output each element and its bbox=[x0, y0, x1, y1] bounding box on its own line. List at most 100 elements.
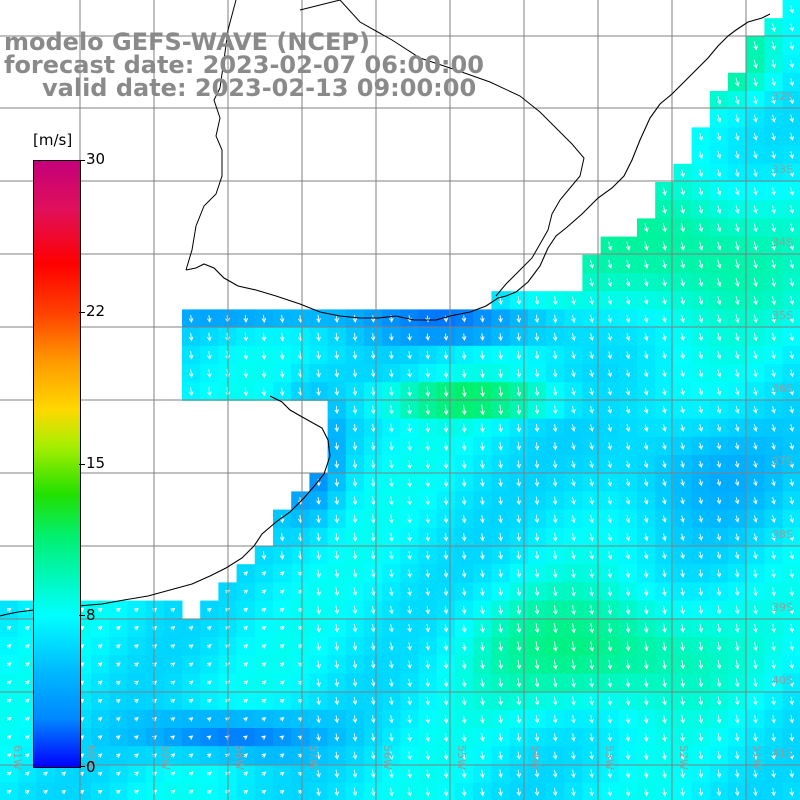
wind-arrow bbox=[789, 259, 795, 269]
wind-arrow bbox=[662, 659, 667, 670]
wind-arrow bbox=[789, 678, 795, 688]
wind-arrow bbox=[279, 789, 285, 795]
wind-arrow bbox=[698, 659, 704, 670]
wind-arrow bbox=[389, 405, 394, 415]
wind-arrow bbox=[607, 387, 613, 396]
wind-arrow bbox=[771, 169, 776, 178]
wind-arrow bbox=[534, 314, 540, 324]
wind-arrow bbox=[480, 769, 485, 779]
wind-arrow bbox=[734, 205, 740, 214]
wind-arrow bbox=[389, 624, 394, 633]
wind-arrow bbox=[443, 350, 449, 360]
wind-arrow bbox=[789, 660, 795, 670]
wind-arrow bbox=[334, 442, 340, 451]
wind-arrow bbox=[607, 733, 613, 742]
wind-arrow bbox=[207, 680, 212, 685]
wind-arrow bbox=[734, 132, 740, 141]
wind-arrow bbox=[407, 478, 412, 488]
wind-arrow bbox=[370, 333, 376, 342]
wind-arrow bbox=[115, 735, 121, 740]
wind-arrow bbox=[316, 623, 321, 633]
wind-arrow bbox=[407, 696, 412, 706]
wind-arrow bbox=[734, 605, 740, 615]
wind-arrow bbox=[571, 333, 576, 341]
wind-arrow bbox=[771, 460, 776, 469]
wind-arrow bbox=[571, 514, 576, 524]
wind-arrow bbox=[6, 680, 12, 685]
wind-arrow bbox=[552, 387, 558, 397]
wind-arrow bbox=[352, 550, 358, 561]
wind-arrow bbox=[6, 771, 12, 776]
wind-arrow bbox=[552, 314, 558, 324]
wind-arrow bbox=[480, 787, 485, 797]
wind-arrow bbox=[480, 315, 485, 323]
wind-arrow bbox=[753, 733, 758, 742]
wind-arrow bbox=[443, 333, 449, 341]
wind-arrow bbox=[516, 478, 522, 487]
wind-arrow bbox=[662, 478, 667, 487]
wind-arrow bbox=[789, 642, 795, 651]
wind-arrow bbox=[443, 514, 449, 524]
wind-arrow bbox=[389, 769, 394, 779]
wind-arrow bbox=[734, 151, 740, 160]
wind-arrow bbox=[716, 515, 722, 523]
wind-arrow bbox=[698, 551, 703, 560]
wind-arrow bbox=[261, 368, 267, 379]
wind-arrow bbox=[188, 771, 194, 776]
wind-arrow bbox=[734, 114, 740, 123]
wind-arrow bbox=[589, 278, 594, 287]
wind-arrow bbox=[425, 478, 431, 488]
wind-arrow bbox=[662, 641, 667, 652]
wind-arrow bbox=[389, 551, 394, 561]
wind-arrow bbox=[698, 223, 704, 233]
wind-arrow bbox=[716, 769, 722, 779]
wind-arrow bbox=[279, 551, 285, 560]
wind-vector-field bbox=[6, 5, 795, 797]
wind-arrow bbox=[25, 716, 30, 722]
wind-arrow bbox=[753, 277, 758, 288]
wind-arrow bbox=[753, 424, 758, 432]
wind-arrow bbox=[571, 405, 576, 414]
wind-arrow bbox=[735, 223, 740, 233]
wind-arrow bbox=[625, 733, 631, 742]
wind-arrow bbox=[316, 678, 321, 688]
wind-arrow bbox=[498, 333, 503, 342]
wind-arrow bbox=[735, 259, 740, 269]
wind-arrow bbox=[680, 587, 685, 597]
wind-arrow bbox=[207, 350, 212, 360]
wind-arrow bbox=[316, 497, 321, 505]
wind-arrow bbox=[407, 551, 412, 560]
wind-arrow bbox=[734, 387, 740, 396]
wind-arrow bbox=[680, 187, 685, 196]
wind-arrow bbox=[716, 623, 722, 633]
wind-arrow bbox=[115, 680, 121, 686]
wind-arrow bbox=[279, 515, 285, 524]
wind-arrow bbox=[370, 733, 376, 742]
wind-arrow bbox=[534, 442, 540, 451]
wind-arrow bbox=[461, 533, 467, 542]
wind-arrow bbox=[716, 696, 722, 706]
wind-arrow bbox=[407, 569, 412, 579]
wind-arrow bbox=[771, 187, 776, 196]
wind-arrow bbox=[316, 715, 321, 724]
wind-arrow bbox=[698, 442, 703, 451]
wind-arrow bbox=[516, 350, 522, 360]
wind-arrow bbox=[516, 496, 522, 506]
wind-arrow bbox=[389, 605, 394, 615]
wind-arrow bbox=[734, 169, 740, 178]
wind-arrow bbox=[498, 751, 503, 761]
wind-arrow bbox=[407, 624, 412, 633]
wind-arrow bbox=[753, 551, 758, 560]
wind-arrow bbox=[789, 751, 795, 760]
wind-arrow bbox=[789, 605, 795, 615]
wind-arrow bbox=[753, 497, 758, 505]
wind-arrow bbox=[698, 497, 703, 505]
wind-arrow bbox=[552, 423, 558, 433]
wind-arrow bbox=[352, 333, 358, 342]
wind-arrow bbox=[771, 78, 776, 87]
wind-arrow bbox=[261, 607, 267, 613]
wind-arrow bbox=[25, 698, 30, 704]
wind-arrow bbox=[625, 605, 631, 615]
wind-arrow bbox=[370, 587, 376, 597]
wind-arrow bbox=[498, 368, 503, 379]
